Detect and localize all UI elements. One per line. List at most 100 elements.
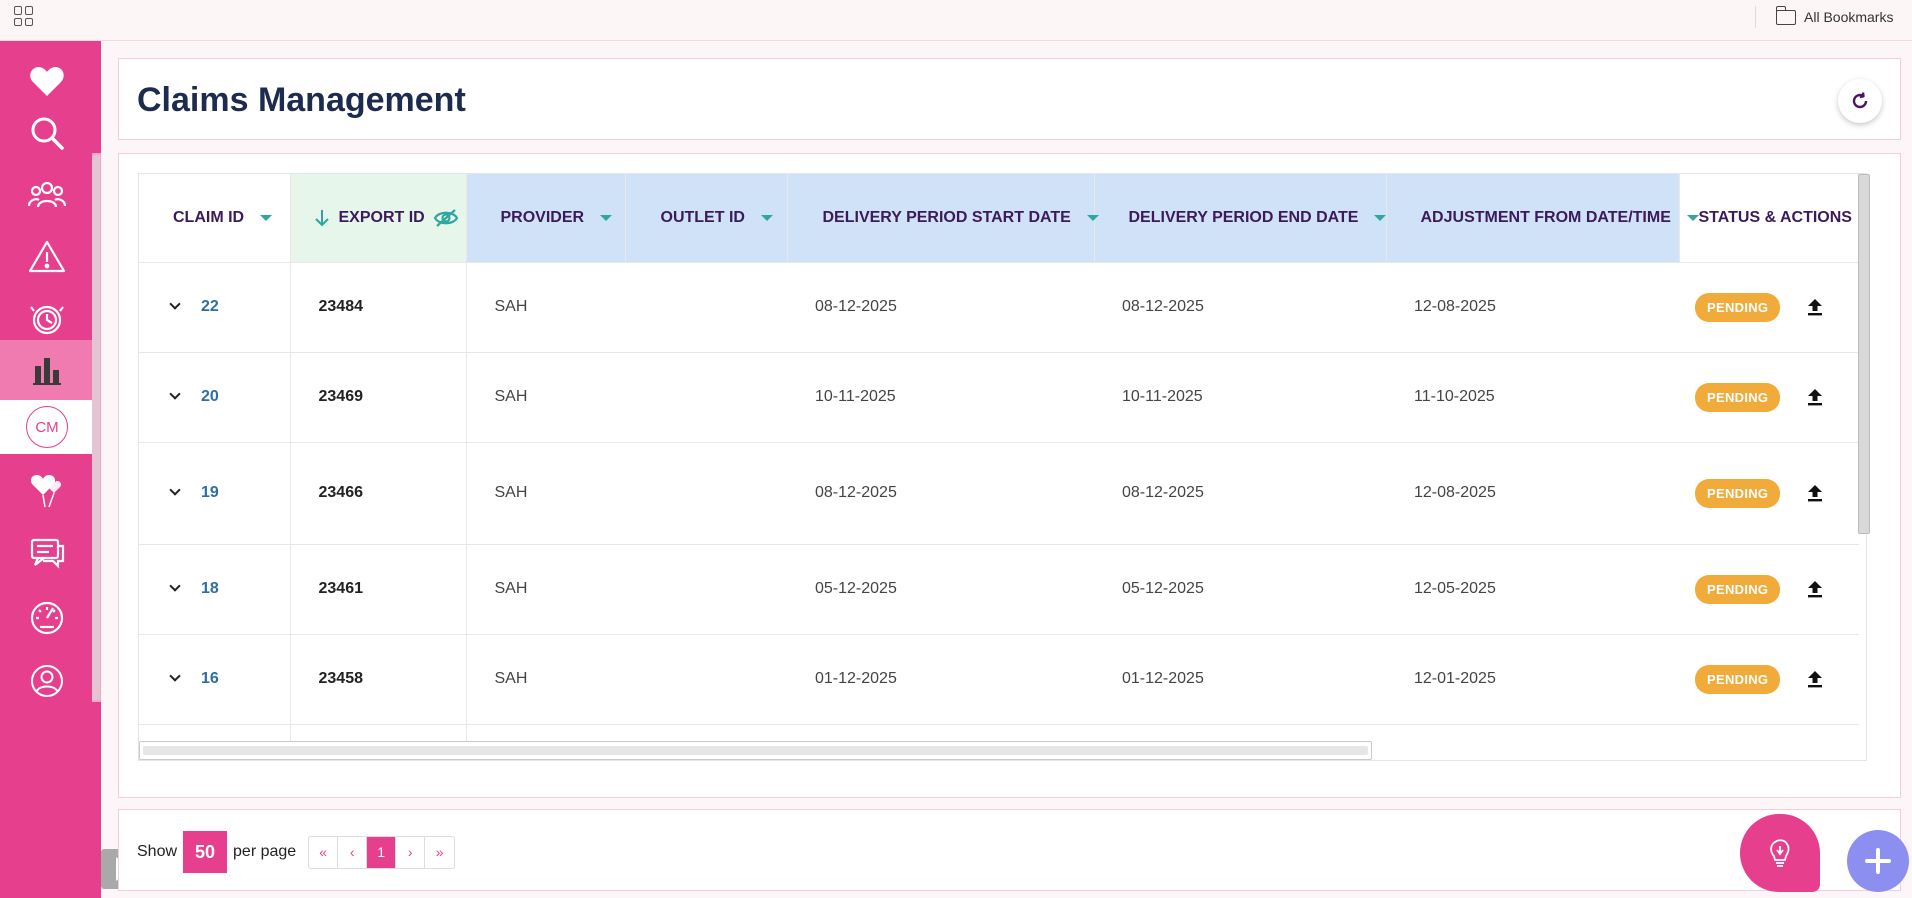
claim-id-link[interactable]: 19 [201,484,219,501]
start-date-cell: 08-12-2025 [787,441,1094,544]
upload-icon[interactable] [1804,386,1826,408]
sidebar-item-messages[interactable] [0,525,94,581]
table-vertical-scrollbar[interactable] [1858,174,1870,534]
col-adjustment-from[interactable]: ADJUSTMENT FROM DATE/TIME [1386,174,1699,262]
provider-cell: SAH [466,441,625,544]
col-delivery-start[interactable]: DELIVERY PERIOD START DATE [787,174,1099,262]
status-badge: PENDING [1695,664,1781,694]
outlet-id-cell [625,351,787,442]
all-bookmarks-label: All Bookmarks [1804,9,1894,25]
status-badge: PENDING [1695,382,1781,412]
export-id-cell: 23458 [290,633,467,724]
sidebar-item-dashboard[interactable] [0,589,94,645]
col-status-actions-label: STATUS & ACTIONS [1698,208,1852,226]
claim-id-link[interactable]: 22 [201,298,219,315]
status-badge: PENDING [1695,292,1781,322]
expand-row-chevron-icon[interactable] [169,580,181,592]
apps-grid-icon[interactable] [14,6,34,26]
caret-down-icon[interactable] [260,214,273,221]
end-date-cell: 08-12-2025 [1094,441,1386,544]
first-page-button[interactable]: « [309,836,339,868]
caret-down-icon[interactable] [1686,214,1699,221]
next-page-button[interactable]: › [396,836,426,868]
caret-down-icon[interactable] [760,214,773,221]
table-row: 22 23484 SAH 08-12-2025 08-12-2025 12-08… [139,261,1859,352]
outlet-id-cell [625,633,787,724]
col-claim-id-label: CLAIM ID [173,208,245,226]
expand-row-chevron-icon[interactable] [169,670,181,682]
tips-button[interactable] [1740,814,1820,892]
col-adjustment-from-label: ADJUSTMENT FROM DATE/TIME [1420,208,1671,226]
claims-table-container[interactable]: CLAIM ID EXPORT ID PROVIDER OUTLET ID [138,173,1867,761]
upload-icon[interactable] [1804,296,1826,318]
upload-icon[interactable] [1804,578,1826,600]
eye-off-icon[interactable] [433,208,459,228]
end-date-cell: 01-12-2025 [1094,633,1386,724]
claim-id-cell: 18 [139,543,291,634]
provider-cell: SAH [466,543,625,634]
sidebar-item-reports[interactable] [0,340,94,400]
sidebar-item-care[interactable] [0,463,94,519]
sidebar-item-claims[interactable]: CM [0,400,94,454]
cm-badge-icon: CM [26,406,68,448]
search-icon [31,117,64,150]
sidebar-item-profile[interactable] [0,653,94,709]
add-claim-button[interactable] [1847,830,1909,892]
col-provider[interactable]: PROVIDER [466,174,626,262]
outlet-id-cell [625,543,787,634]
col-outlet-id-label: OUTLET ID [660,208,745,226]
sidebar-item-search[interactable] [0,105,94,161]
col-outlet-id[interactable]: OUTLET ID [625,174,788,262]
bookmarks-bar: All Bookmarks [0,0,1912,41]
col-delivery-start-label: DELIVERY PERIOD START DATE [822,208,1071,226]
refresh-icon [1852,92,1868,109]
sidebar-item-history[interactable] [0,291,94,347]
refresh-button[interactable] [1838,79,1882,123]
col-claim-id[interactable]: CLAIM ID [139,174,291,262]
claim-id-link[interactable]: 18 [201,580,219,597]
status-cell: PENDING [1679,543,1859,634]
sidebar-item-users[interactable] [0,167,94,223]
start-date-cell: 01-12-2025 [787,633,1094,724]
heart-icon [30,67,64,96]
claims-table: CLAIM ID EXPORT ID PROVIDER OUTLET ID [139,174,1860,760]
claim-id-link[interactable]: 20 [201,388,219,405]
warning-icon [28,240,66,273]
prev-page-button[interactable]: ‹ [338,836,368,868]
col-export-id[interactable]: EXPORT ID [290,174,467,262]
claims-table-card: CLAIM ID EXPORT ID PROVIDER OUTLET ID [118,153,1901,798]
end-date-cell: 05-12-2025 [1094,543,1386,634]
outlet-id-cell [625,441,787,544]
caret-down-icon[interactable] [1374,214,1387,221]
page-title: Claims Management [137,81,466,119]
outlet-id-cell [625,261,787,352]
current-page-button[interactable]: 1 [367,836,397,868]
sidebar-scrollbar-thumb[interactable] [92,155,100,700]
last-page-button[interactable]: » [435,844,444,860]
expand-row-chevron-icon[interactable] [169,484,181,496]
table-row: 20 23469 SAH 10-11-2025 10-11-2025 11-10… [139,351,1859,442]
expand-row-chevron-icon[interactable] [169,388,181,400]
clock-history-icon [30,305,64,335]
per-page-select[interactable]: 50 [183,831,228,873]
sidebar-item-favorites[interactable] [0,53,94,109]
caret-down-icon[interactable] [1086,214,1099,221]
upload-icon[interactable] [1804,668,1826,690]
table-horizontal-scrollbar[interactable] [139,741,1372,760]
all-bookmarks-button[interactable]: All Bookmarks [1775,5,1894,28]
claim-id-link[interactable]: 16 [201,670,219,687]
status-cell: PENDING [1679,633,1859,724]
col-delivery-end[interactable]: DELIVERY PERIOD END DATE [1094,174,1387,262]
claim-id-cell: 20 [139,351,291,442]
sort-arrow-down-icon[interactable] [313,208,331,228]
speedometer-icon [30,601,64,635]
expand-row-chevron-icon[interactable] [169,298,181,310]
upload-icon[interactable] [1804,482,1826,504]
col-status-actions: STATUS & ACTIONS [1679,174,1860,262]
sidebar-item-alerts[interactable] [0,229,94,285]
user-circle-icon [31,665,63,697]
table-row: 18 23461 SAH 05-12-2025 05-12-2025 12-05… [139,543,1859,634]
sidebar: CM [0,41,101,898]
status-cell: PENDING [1679,441,1859,544]
caret-down-icon[interactable] [600,214,613,221]
